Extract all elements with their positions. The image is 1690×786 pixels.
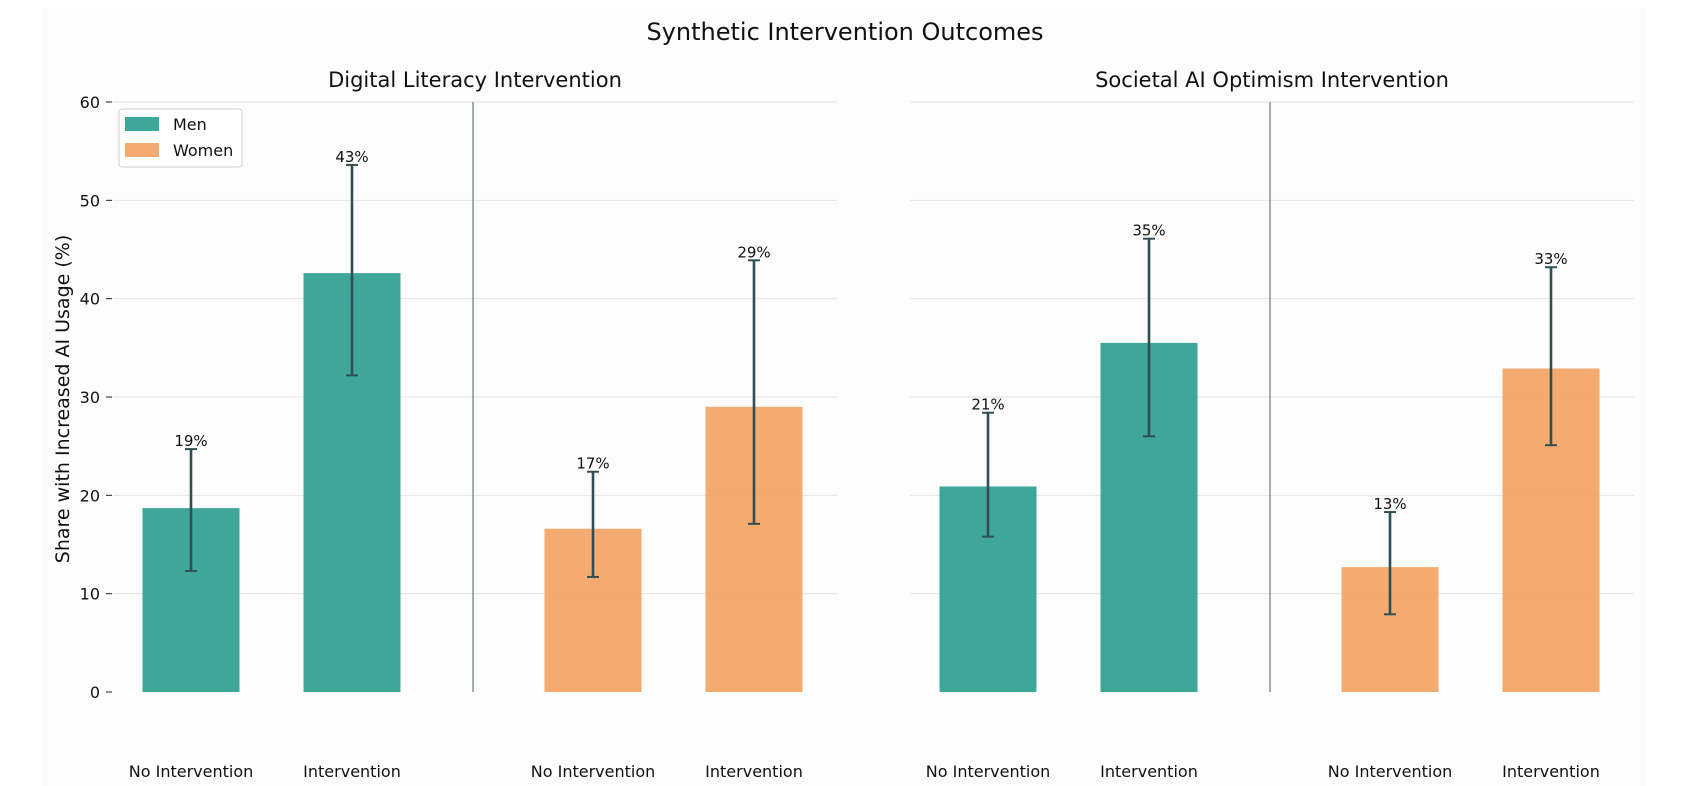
data-label: 17%	[576, 455, 609, 473]
y-tick-label: 30	[80, 388, 100, 407]
data-label: 19%	[174, 432, 207, 450]
legend-swatch	[125, 143, 159, 157]
data-label: 33%	[1534, 250, 1567, 268]
data-label: 43%	[335, 148, 368, 166]
y-tick-label: 50	[80, 191, 100, 210]
y-tick-label: 20	[80, 486, 100, 505]
y-tick-label: 60	[80, 93, 100, 112]
legend-label: Men	[173, 115, 207, 134]
y-tick-label: 0	[90, 683, 100, 702]
panel-title: Societal AI Optimism Intervention	[1095, 68, 1449, 92]
category-label: Intervention	[705, 762, 803, 781]
category-label: No Intervention	[1328, 762, 1453, 781]
category-label: Intervention	[1502, 762, 1600, 781]
category-label: No Intervention	[129, 762, 254, 781]
y-axis-label: Share with Increased AI Usage (%)	[52, 235, 74, 563]
y-tick-label: 10	[80, 585, 100, 604]
data-label: 13%	[1373, 495, 1406, 513]
category-label: Intervention	[303, 762, 401, 781]
legend-label: Women	[173, 141, 233, 160]
plot-layer: 0 10 20 30 40 50 60 Digital Literacy Interventi…	[80, 68, 1634, 781]
data-label: 35%	[1132, 222, 1165, 240]
chart-title: Synthetic Intervention Outcomes	[646, 18, 1043, 46]
category-label: No Intervention	[926, 762, 1051, 781]
data-label: 29%	[737, 243, 770, 261]
category-label: No Intervention	[531, 762, 656, 781]
y-tick-label: 40	[80, 290, 100, 309]
legend-swatch	[125, 117, 159, 131]
category-label: Intervention	[1100, 762, 1198, 781]
panel-title: Digital Literacy Intervention	[328, 68, 622, 92]
data-label: 21%	[971, 396, 1004, 414]
